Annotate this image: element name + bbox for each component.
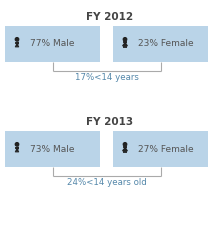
- Text: FY 2013: FY 2013: [86, 117, 134, 127]
- FancyBboxPatch shape: [113, 131, 208, 167]
- Circle shape: [15, 38, 19, 41]
- Text: FY 2012: FY 2012: [86, 12, 134, 22]
- Text: 17%<14 years: 17%<14 years: [75, 73, 138, 82]
- Text: 27% Female: 27% Female: [138, 145, 194, 153]
- Text: 23% Female: 23% Female: [138, 39, 194, 48]
- Text: 24%<14 years old: 24%<14 years old: [67, 178, 146, 187]
- Circle shape: [15, 143, 19, 146]
- FancyBboxPatch shape: [5, 131, 100, 167]
- Polygon shape: [123, 148, 127, 151]
- FancyBboxPatch shape: [5, 26, 100, 62]
- Circle shape: [123, 38, 127, 41]
- Text: 73% Male: 73% Male: [30, 145, 75, 153]
- Circle shape: [123, 143, 127, 146]
- Text: 77% Male: 77% Male: [30, 39, 75, 48]
- Polygon shape: [123, 43, 127, 46]
- FancyBboxPatch shape: [113, 26, 208, 62]
